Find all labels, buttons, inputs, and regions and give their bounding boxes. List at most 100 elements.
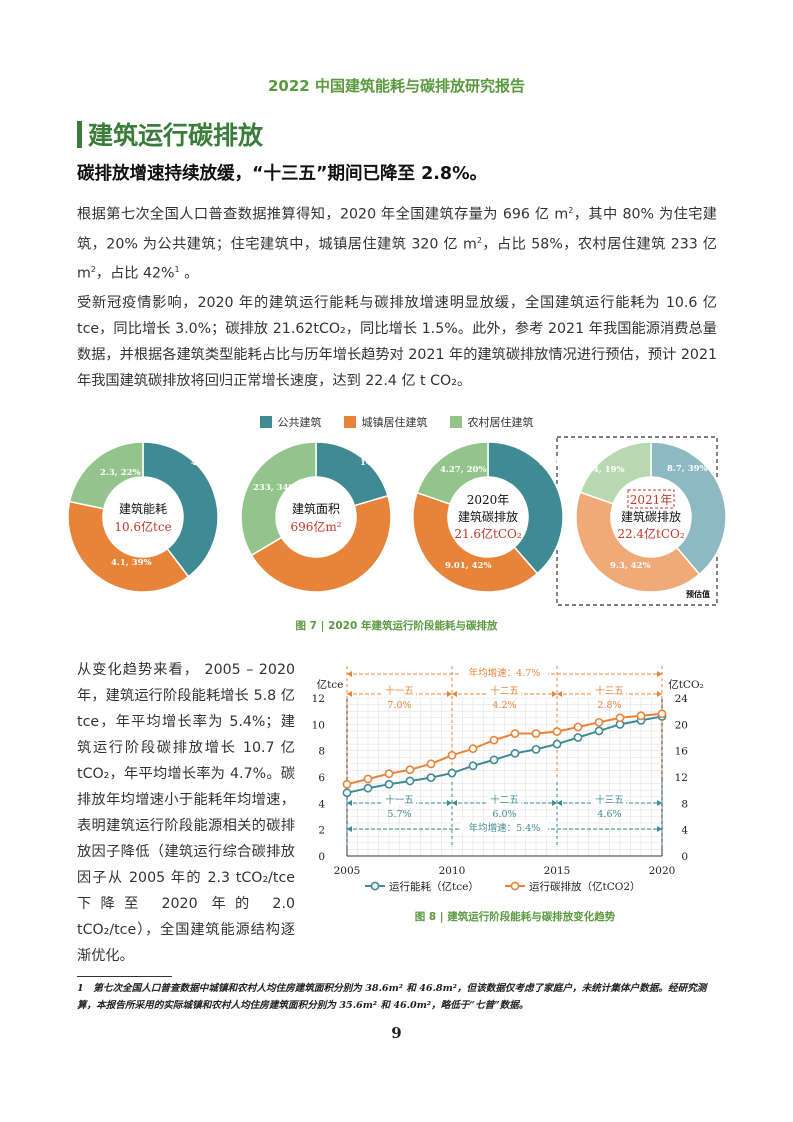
forecast-box <box>556 436 718 606</box>
p1-text-e: 。 <box>179 266 199 283</box>
series-0-point <box>489 755 499 765</box>
y-left-tick: 8 <box>318 746 325 758</box>
legend-label-rural: 农村居住建筑 <box>467 416 534 429</box>
donut-charts: 4.2, 39% 4.1, 39% 2.3, 22% 建筑能耗 10.6亿tce 142,… <box>67 436 727 606</box>
series-line-1 <box>346 712 663 786</box>
donut-area-title: 建筑面积 <box>292 501 340 516</box>
legend-item-public: 公共建筑 <box>259 414 322 430</box>
annotation-energy-period: 十二五 <box>490 794 519 806</box>
y-right-tick: 8 <box>681 798 688 810</box>
legend-swatch-rural <box>449 416 462 428</box>
series-line-0 <box>346 715 663 794</box>
series-1-point <box>552 727 562 736</box>
series-1-point <box>531 729 541 738</box>
annotation-carbon-period: 十三五 <box>595 685 624 697</box>
p1-text-d: ，占比 42% <box>95 266 175 283</box>
donut-carbon-2020-title-1: 2020年 <box>467 493 510 507</box>
series-1-point <box>636 711 646 721</box>
annotation-carbon-rate: 4.2% <box>492 700 516 711</box>
series-1-point <box>510 729 520 738</box>
series-0-point <box>342 788 352 798</box>
legend-swatch-public <box>259 416 272 428</box>
series-1-point <box>615 713 625 723</box>
legend-series-1: 运行碳排放（亿tCO2） <box>529 880 641 893</box>
annotation-energy-rate: 6.0% <box>492 809 516 820</box>
p1-text-b: ，其中 80% 为住宅建筑，20% 为公共建筑；住宅建筑中，城镇居住建筑 320… <box>77 206 717 253</box>
donut-area-label-1: 320, 46% <box>405 561 449 571</box>
legend-swatch-urban <box>343 416 356 428</box>
series-0-point <box>363 783 373 793</box>
y-left-tick: 2 <box>318 825 325 837</box>
forecast-note: 预估值 <box>686 589 710 599</box>
donut-carbon-2021-value: 22.4亿tCO₂ <box>617 526 685 541</box>
series-1-point <box>489 735 499 745</box>
annotation-energy-period: 十一五 <box>385 794 414 806</box>
donut-carbon-2021-title-2: 建筑碳排放 <box>621 509 681 524</box>
annotation-carbon-overall: 年均增速：4.7% <box>469 667 541 679</box>
series-1-point <box>426 759 436 769</box>
series-1-point <box>447 750 457 760</box>
y-left-tick: 12 <box>312 693 325 705</box>
donut-carbon-2021-slice-1 <box>575 491 701 593</box>
donut-energy-label-2: 2.3, 22% <box>100 468 141 478</box>
donut-carbon-2021-title-1: 2021年 <box>630 493 673 507</box>
y-left-tick: 10 <box>312 719 325 731</box>
legend-series-0: 运行能耗（亿tce） <box>389 880 479 893</box>
donut-area-value: 696亿m² <box>290 519 341 534</box>
series-1-point <box>468 744 478 754</box>
trend-paragraph: 从变化趋势来看， 2005 – 2020 年，建筑运行阶段能耗增长 5.8 亿 … <box>77 662 295 964</box>
donut-area-label-2: 233, 34% <box>253 483 297 493</box>
annotation-energy-rate: 5.7% <box>387 809 411 820</box>
donut-carbon-2021-slice-0 <box>650 441 727 576</box>
y-right-tick: 0 <box>681 851 688 863</box>
footnote-divider <box>77 976 172 977</box>
p1-sup-2: 2 <box>476 235 482 245</box>
annotation-carbon-rate: 2.8% <box>597 700 621 711</box>
donut-energy-label-1: 4.1, 39% <box>111 558 152 568</box>
footnote: 1 第七次全国人口普查数据中城镇和农村人均住房建筑面积分别为 38.6m² 和 … <box>77 983 707 1011</box>
donut-area-slice-2 <box>240 441 317 557</box>
annotation-energy-period: 十三五 <box>595 794 624 806</box>
p1-text-c: ，占比 58%，农村居住建筑 233 亿 m <box>77 236 717 283</box>
donut-energy-slice-1 <box>67 500 190 593</box>
donut-carbon-2020-slice-1 <box>412 491 539 593</box>
footnote-ref-1[interactable]: 1 <box>174 265 180 275</box>
y-right-tick: 16 <box>675 746 689 758</box>
donut-area-label-0: 142, 20% <box>360 458 404 468</box>
donut-area-slice-1 <box>250 494 392 593</box>
figure-8-caption: 图 8 | 建筑运行阶段能耗与碳排放变化趋势 <box>414 911 616 923</box>
donut-carbon-2021-label-0: 8.7, 39% <box>667 464 708 474</box>
donut-carbon-2020-label-2: 4.27, 20% <box>440 465 487 475</box>
annotation-energy-rate: 4.6% <box>597 809 621 820</box>
series-0-point <box>405 776 415 786</box>
report-header: 2022 中国建筑能耗与碳排放研究报告 <box>268 77 525 95</box>
pie-legend: 公共建筑 城镇居住建筑 农村居住建筑 <box>0 414 793 430</box>
donut-carbon-2020-title-2: 建筑碳排放 <box>458 509 518 524</box>
subheading: 碳排放增速持续放缓，“十三五”期间已降至 2.8%。 <box>77 164 488 184</box>
section-accent-bar <box>77 121 82 148</box>
donut-carbon-2020-value: 21.6亿tCO₂ <box>454 526 522 541</box>
annotation-carbon-period: 十二五 <box>490 685 519 697</box>
donut-carbon-2020-label-1: 9.01, 42% <box>445 561 492 571</box>
series-0-point <box>447 768 457 778</box>
series-0-point <box>426 773 436 783</box>
series-0-point <box>531 744 541 754</box>
donut-carbon-2021-slice-2 <box>579 441 652 505</box>
donut-energy-title: 建筑能耗 <box>119 501 167 516</box>
donut-carbon-2021-label-2: 4.4, 19% <box>584 465 625 475</box>
y-right-tick: 12 <box>675 772 688 784</box>
p2-text: 受新冠疫情影响，2020 年的建筑运行能耗与碳排放增速明显放缓，全国建筑运行能耗… <box>77 295 717 389</box>
donut-carbon-2020-slice-0 <box>487 441 564 575</box>
series-1-point <box>594 717 604 727</box>
p1-sup-1: 2 <box>568 206 574 215</box>
p1-text-a: 根据第七次全国人口普查数据推算得知，2020 年全国建筑存量为 696 亿 m <box>77 206 569 223</box>
series-0-point <box>384 779 394 789</box>
series-1-point <box>657 709 667 719</box>
annotation-energy-overall: 年均增速：5.4% <box>469 822 541 834</box>
annotation-carbon-rate: 7.0% <box>387 700 411 711</box>
y-right-tick: 4 <box>681 825 688 837</box>
series-1-point <box>384 769 394 779</box>
page-number: 9 <box>391 1024 402 1042</box>
donut-area-slice-0 <box>315 441 389 507</box>
